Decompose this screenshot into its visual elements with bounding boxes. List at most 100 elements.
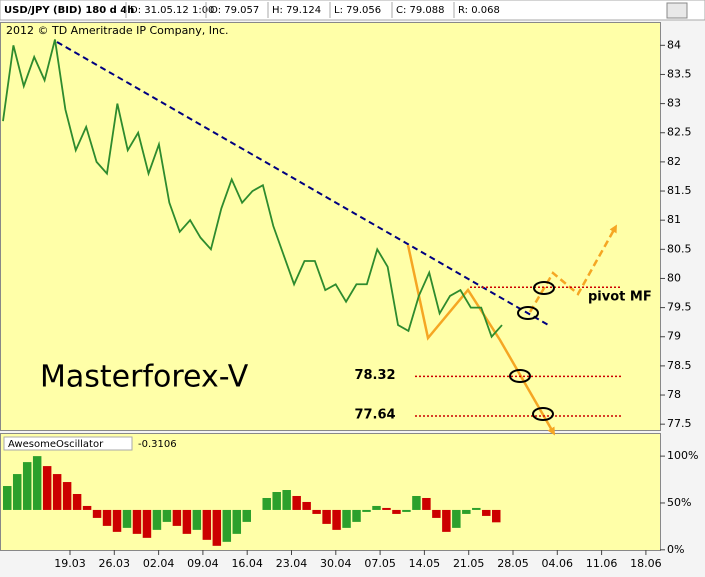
oscillator-bar: [112, 509, 122, 532]
x-tick-label: 19.03: [54, 557, 86, 570]
oscillator-bar: [162, 509, 172, 522]
overlay: [509, 281, 555, 421]
y-tick-label: 81.5: [667, 184, 692, 197]
oscillator-bar: [102, 509, 112, 526]
oscillator-bar: [372, 505, 381, 510]
y-tick-label: 84: [667, 38, 681, 51]
y-tick-label: 81: [667, 213, 681, 226]
oscillator-bar: [142, 509, 152, 538]
oscillator-bar: [12, 474, 22, 510]
y-tick-label: 82.5: [667, 126, 692, 139]
oscillator-panel: [0, 433, 661, 551]
price-panel: [0, 22, 661, 431]
y-tick-label: 83: [667, 97, 681, 110]
oscillator-bar: [282, 490, 291, 510]
oscillator-bar: [392, 509, 401, 514]
y-tick-label: 100%: [667, 449, 698, 462]
x-tick-label: 23.04: [276, 557, 308, 570]
y-tick-label: 80: [667, 271, 681, 284]
oscillator-bar: [192, 509, 202, 530]
x-tick-label: 14.05: [409, 557, 441, 570]
trend-line: [56, 41, 551, 327]
oscillator-bar: [172, 509, 182, 526]
level-label: 77.64: [354, 408, 395, 423]
x-tick-label: 09.04: [187, 557, 219, 570]
header-info: O: 79.057: [210, 5, 259, 16]
annotation-ellipse: [532, 407, 554, 421]
oscillator-bar: [122, 509, 132, 528]
oscillator-bar: [22, 462, 32, 510]
osc-title: AwesomeOscillator: [8, 439, 104, 450]
x-tick-label: 21.05: [453, 557, 485, 570]
oscillator-bar: [92, 509, 102, 518]
maximize-button[interactable]: [666, 2, 688, 19]
y-tick-label: 78.5: [667, 359, 692, 372]
header-info: R: 0.068: [458, 5, 500, 16]
header-info: L: 79.056: [334, 5, 381, 16]
oscillator-bar: [272, 492, 281, 510]
header-bar: [0, 0, 705, 21]
level-label: 78.32: [354, 368, 395, 383]
x-tick-label: 07.05: [364, 557, 396, 570]
x-tick-label: 30.04: [320, 557, 352, 570]
oscillator-bar: [322, 509, 331, 524]
y-tick-label: 77.5: [667, 417, 692, 430]
x-tick-label: 04.06: [542, 557, 574, 570]
oscillator-bar: [452, 509, 461, 528]
y-tick-label: 79.5: [667, 301, 692, 314]
oscillator-bar: [182, 509, 192, 534]
oscillator-bar: [442, 509, 451, 532]
oscillator-bar: [152, 509, 162, 530]
annotation-ellipse: [517, 306, 539, 320]
oscillator-bar: [482, 509, 491, 516]
x-tick-label: 16.04: [231, 557, 263, 570]
oscillator-bar: [132, 509, 142, 534]
oscillator-bar: [422, 497, 431, 510]
y-tick-label: 80.5: [667, 242, 692, 255]
y-tick-label: 0%: [667, 543, 684, 556]
x-tick-label: 28.05: [497, 557, 529, 570]
oscillator-bar: [412, 495, 421, 510]
header-info: C: 79.088: [396, 5, 445, 16]
oscillator-bar: [3, 486, 12, 510]
oscillator-bar: [342, 509, 351, 528]
annotation-ellipse: [509, 369, 531, 383]
oscillator-bar: [302, 501, 311, 510]
osc-value: -0.3106: [138, 439, 177, 450]
osc-label-box: [3, 436, 133, 451]
pivot-label: pivot MF: [588, 290, 652, 305]
header-info: D: 31.05.12 1:00: [130, 5, 214, 16]
oscillator-bar: [312, 509, 321, 514]
y-tick-label: 78: [667, 388, 681, 401]
oscillator-bar: [472, 507, 481, 510]
oscillator-bar: [492, 509, 501, 523]
x-tick-label: 18.06: [630, 557, 662, 570]
oscillator-bar: [362, 509, 371, 512]
oscillator-bar: [202, 509, 212, 540]
y-tick-label: 82: [667, 155, 681, 168]
oscillator-bar: [382, 507, 391, 510]
oscillator-bar: [432, 509, 441, 518]
oscillator-bar: [72, 493, 82, 510]
symbol-title: USD/JPY (BID) 180 d 4h: [4, 5, 134, 16]
oscillator-bar: [82, 505, 92, 510]
oscillator-bar: [232, 509, 242, 534]
annotation-ellipse: [533, 281, 555, 295]
price-line: [2, 39, 503, 339]
oscillator-bar: [262, 497, 271, 510]
info-group: D: 31.05.12 1:00O: 79.057 H: 79.124 L: 79.…: [125, 2, 500, 18]
x-tick-label: 11.06: [586, 557, 618, 570]
oscillator-bar: [242, 509, 251, 522]
x-tick-label: 26.03: [99, 557, 131, 570]
oscillator-bar: [42, 466, 52, 510]
oscillator-bar: [352, 509, 361, 522]
alt-forecast-path: [528, 224, 617, 313]
oscillator-bar: [292, 495, 301, 510]
oscillator-bar: [32, 456, 42, 510]
oscillator-bar: [402, 509, 411, 512]
copyright: 2012 © TD Ameritrade IP Company, Inc.: [6, 24, 229, 37]
header-info: H: 79.124: [272, 5, 321, 16]
watermark: Masterforex-V: [40, 360, 249, 395]
